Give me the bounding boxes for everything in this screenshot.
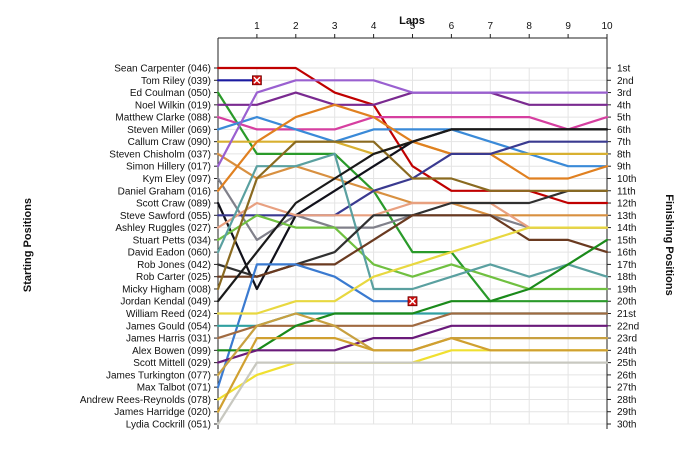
starting-label: Rob Jones (042)	[137, 260, 211, 271]
x-tick-label: 5	[410, 21, 416, 32]
series-line	[216, 263, 414, 389]
retired-marker-cross	[253, 76, 261, 84]
series-line	[216, 66, 609, 205]
x-tick-label: 8	[526, 21, 532, 32]
x-tick-label: 7	[488, 21, 494, 32]
series-layer	[216, 66, 609, 426]
series-line	[216, 140, 609, 291]
finishing-label: 25th	[617, 358, 636, 369]
starting-label: Sean Carpenter (046)	[114, 64, 211, 75]
x-tick-label: 9	[565, 21, 571, 32]
starting-label: James Gould (054)	[126, 321, 211, 332]
finishing-label: 16th	[617, 248, 636, 259]
finishing-label: 24th	[617, 346, 636, 357]
finishing-label: 27th	[617, 383, 636, 394]
finishing-label: 1st	[617, 64, 631, 75]
x-tick-label: 10	[601, 21, 613, 32]
series-line	[216, 324, 609, 364]
finishing-label: 21st	[617, 309, 636, 320]
finishing-label: 5th	[617, 113, 631, 124]
starting-label: Tom Riley (039)	[141, 76, 211, 87]
series-line	[216, 115, 609, 131]
grid	[218, 67, 608, 425]
finishing-label: 7th	[617, 137, 631, 148]
series-line	[216, 79, 609, 168]
finishing-label: 17th	[617, 260, 636, 271]
finishing-label: 10th	[617, 174, 636, 185]
finishing-label: 19th	[617, 284, 636, 295]
starting-label: Jordan Kendal (049)	[120, 297, 211, 308]
x-tick-label: 4	[371, 21, 377, 32]
series-line	[216, 226, 609, 315]
finishing-label: 3rd	[617, 88, 631, 99]
finishing-label: 23rd	[617, 334, 637, 345]
series-line	[216, 128, 609, 303]
y-axis-label-left: Starting Positions	[22, 198, 34, 292]
series-line	[216, 312, 609, 340]
starting-label: Rob Carter (025)	[136, 272, 211, 283]
series-line	[216, 152, 609, 291]
starting-label: Stuart Petts (034)	[133, 235, 211, 246]
x-tick-label: 2	[293, 21, 299, 32]
starting-label: Matthew Clarke (088)	[115, 113, 211, 124]
starting-label: Ashley Ruggles (027)	[115, 223, 211, 234]
starting-label: Steve Sawford (055)	[120, 211, 211, 222]
starting-label: Lydia Cockrill (051)	[126, 420, 211, 431]
series-line	[216, 214, 609, 291]
starting-label: Simon Hillery (017)	[126, 162, 211, 173]
chart-title: Laps	[399, 15, 425, 27]
y-axis-label-right: Finishing Positions	[663, 194, 675, 295]
finishing-label: 29th	[617, 407, 636, 418]
starting-label: Steven Miller (069)	[127, 125, 211, 136]
finishing-label: 28th	[617, 395, 636, 406]
starting-label: Scott Craw (089)	[136, 199, 211, 210]
retired-marker-cross	[409, 297, 416, 305]
starting-label: Micky Higham (008)	[122, 284, 211, 295]
retired-marker	[407, 296, 418, 307]
x-tick-label: 1	[254, 21, 260, 32]
starting-label: Max Talbot (071)	[137, 383, 211, 394]
finishing-label: 12th	[617, 199, 636, 210]
x-tick-label: 6	[449, 21, 455, 32]
finishing-label: 30th	[617, 420, 636, 431]
finishing-label: 11th	[617, 186, 636, 197]
starting-label: Ed Coulman (050)	[130, 88, 211, 99]
starting-label: James Harris (031)	[126, 334, 211, 345]
finishing-label: 14th	[617, 223, 636, 234]
starting-label: Scott Mittell (029)	[133, 358, 211, 369]
starting-label: David Eadon (060)	[128, 248, 211, 259]
starting-label: Daniel Graham (016)	[118, 186, 211, 197]
starting-label: James Harridge (020)	[114, 407, 211, 418]
finishing-label: 8th	[617, 149, 631, 160]
starting-label: Kym Eley (097)	[143, 174, 211, 185]
starting-label: Noel Wilkin (019)	[135, 100, 211, 111]
axes: 1 2 3 4 5 6 7 8 9 10 Sean Carpenter (046)Tom Riley…	[80, 21, 639, 431]
finishing-label: 26th	[617, 370, 636, 381]
finishing-label: 20th	[617, 297, 636, 308]
finishing-label: 18th	[617, 272, 636, 283]
finishing-label: 6th	[617, 125, 631, 136]
series-line	[216, 238, 609, 352]
starting-label: William Reed (024)	[126, 309, 211, 320]
starting-label: Steven Chisholm (037)	[109, 149, 211, 160]
series-line	[216, 214, 609, 278]
starting-label: James Turkington (077)	[106, 370, 211, 381]
markers	[251, 75, 418, 307]
series-line	[216, 361, 609, 426]
series-line	[216, 337, 609, 413]
starting-label: Alex Bowen (099)	[132, 346, 211, 357]
finishing-label: 2nd	[617, 76, 634, 87]
finishing-label: 9th	[617, 162, 631, 173]
retired-marker	[251, 75, 262, 86]
x-tick-label: 3	[332, 21, 338, 32]
finishing-label: 13th	[617, 211, 636, 222]
starting-label: Andrew Rees-Reynolds (078)	[80, 395, 211, 406]
finishing-label: 15th	[617, 235, 636, 246]
starting-label: Callum Craw (090)	[128, 137, 211, 148]
finishing-label: 22nd	[617, 321, 639, 332]
finishing-label: 4th	[617, 100, 631, 111]
